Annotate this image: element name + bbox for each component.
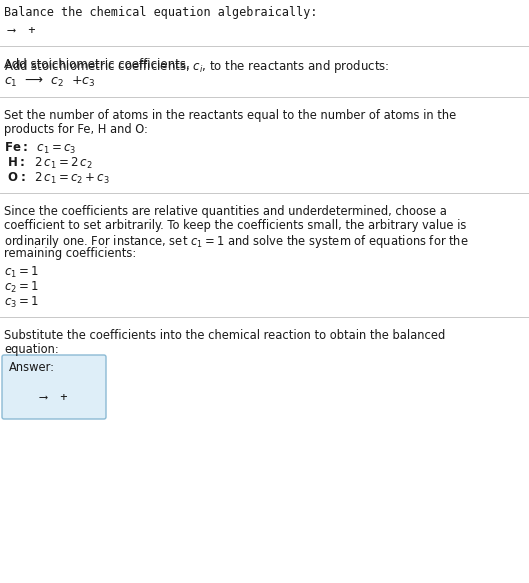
Text: $c_1$  ⟶  $c_2$  +$c_3$: $c_1$ ⟶ $c_2$ +$c_3$: [4, 75, 96, 89]
Text: $c_3 = 1$: $c_3 = 1$: [4, 295, 39, 310]
Text: Substitute the coefficients into the chemical reaction to obtain the balanced: Substitute the coefficients into the che…: [4, 329, 445, 342]
Text: Add stoichiometric coefficients,: Add stoichiometric coefficients,: [4, 58, 194, 71]
Text: $c_1 = 1$: $c_1 = 1$: [4, 265, 39, 280]
Text: Balance the chemical equation algebraically:: Balance the chemical equation algebraica…: [4, 6, 317, 19]
Text: Set the number of atoms in the reactants equal to the number of atoms in the: Set the number of atoms in the reactants…: [4, 109, 456, 122]
FancyBboxPatch shape: [2, 355, 106, 419]
Text: Add stoichiometric coefficients, $c_i$, to the reactants and products:: Add stoichiometric coefficients, $c_i$, …: [4, 58, 389, 75]
Text: equation:: equation:: [4, 343, 59, 356]
Text: $\mathbf{O:}$  $2\,c_1 = c_2 + c_3$: $\mathbf{O:}$ $2\,c_1 = c_2 + c_3$: [4, 171, 110, 186]
Text: $\mathbf{Fe:}$  $c_1 = c_3$: $\mathbf{Fe:}$ $c_1 = c_3$: [4, 141, 76, 156]
Text: $\mathbf{H:}$  $2\,c_1 = 2\,c_2$: $\mathbf{H:}$ $2\,c_1 = 2\,c_2$: [4, 156, 93, 171]
Text: ⟶  +: ⟶ +: [40, 391, 68, 404]
Text: coefficient to set arbitrarily. To keep the coefficients small, the arbitrary va: coefficient to set arbitrarily. To keep …: [4, 219, 467, 232]
Text: Since the coefficients are relative quantities and underdetermined, choose a: Since the coefficients are relative quan…: [4, 205, 447, 218]
Text: products for Fe, H and O:: products for Fe, H and O:: [4, 123, 148, 136]
Text: remaining coefficients:: remaining coefficients:: [4, 247, 136, 260]
Text: ⟶  +: ⟶ +: [8, 24, 37, 37]
Text: ordinarily one. For instance, set $c_1 = 1$ and solve the system of equations fo: ordinarily one. For instance, set $c_1 =…: [4, 233, 469, 250]
Text: $c_2 = 1$: $c_2 = 1$: [4, 280, 39, 295]
Text: Answer:: Answer:: [9, 361, 55, 374]
